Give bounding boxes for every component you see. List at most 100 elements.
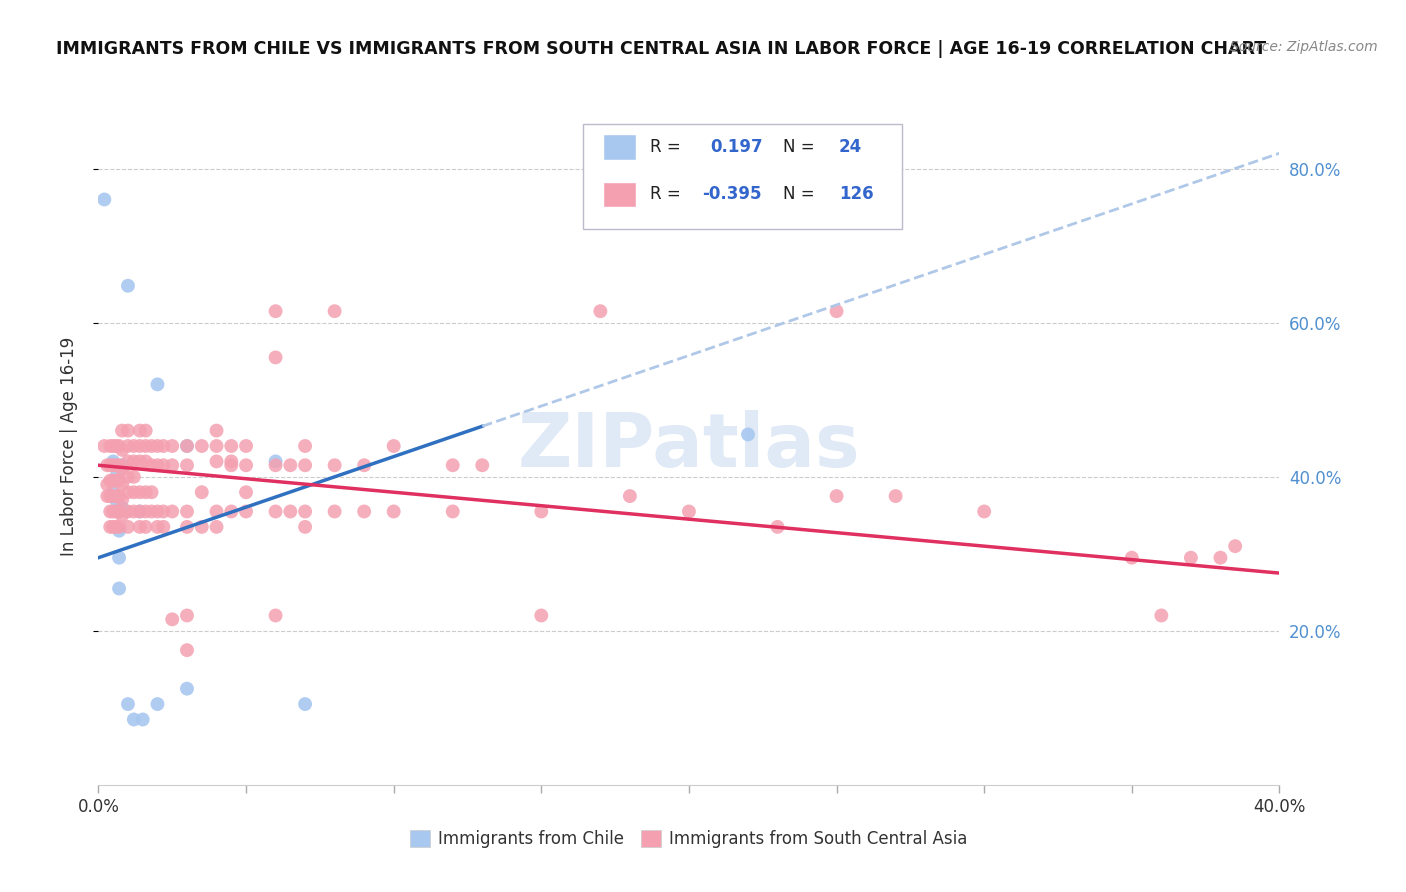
Point (105, 504, 128, 518)
Point (737, 427, 759, 442)
Point (135, 504, 157, 518)
Point (221, 454, 243, 468)
Point (117, 504, 139, 518)
Point (122, 485, 145, 500)
Point (323, 458, 346, 473)
Point (117, 454, 139, 468)
Point (141, 439, 163, 453)
Point (294, 520, 316, 534)
Point (152, 458, 174, 473)
Point (884, 489, 907, 503)
Point (128, 520, 150, 534)
Point (96, 477, 118, 491)
Point (111, 462, 134, 476)
Point (96, 489, 118, 503)
Text: R =: R = (650, 186, 681, 203)
Point (111, 424, 134, 438)
Text: IMMIGRANTS FROM CHILE VS IMMIGRANTS FROM SOUTH CENTRAL ASIA IN LABOR FORCE | AGE: IMMIGRANTS FROM CHILE VS IMMIGRANTS FROM… (56, 40, 1267, 58)
Point (105, 489, 128, 503)
Point (146, 377, 169, 392)
Point (825, 489, 848, 503)
Point (766, 520, 789, 534)
Point (117, 470, 139, 484)
Point (122, 504, 145, 518)
FancyBboxPatch shape (603, 182, 636, 207)
Point (264, 454, 287, 468)
Point (122, 454, 145, 468)
Point (146, 520, 169, 534)
Point (382, 504, 405, 518)
Point (191, 520, 214, 534)
Point (353, 458, 375, 473)
Point (221, 458, 243, 473)
Point (235, 458, 257, 473)
Point (1180, 550, 1202, 565)
Point (1209, 550, 1232, 565)
Point (235, 485, 257, 500)
Point (108, 474, 131, 488)
Point (176, 643, 198, 657)
Point (117, 485, 139, 500)
Text: -0.395: -0.395 (702, 186, 762, 203)
Point (128, 439, 150, 453)
Point (93, 439, 115, 453)
Point (111, 442, 134, 457)
Point (98, 489, 121, 503)
Text: 126: 126 (839, 186, 873, 203)
Point (146, 697, 169, 711)
Point (152, 439, 174, 453)
Point (205, 520, 228, 534)
Point (105, 492, 128, 507)
Point (103, 454, 125, 468)
Point (678, 504, 700, 518)
FancyBboxPatch shape (603, 134, 636, 160)
Point (294, 504, 316, 518)
Point (111, 508, 134, 523)
Point (235, 504, 257, 518)
Point (105, 458, 128, 473)
Point (128, 454, 150, 468)
Point (135, 424, 157, 438)
Point (122, 470, 145, 484)
Point (122, 439, 145, 453)
Point (146, 504, 169, 518)
Point (825, 304, 848, 318)
Point (103, 489, 125, 503)
Point (176, 608, 198, 623)
Point (176, 439, 198, 453)
Point (264, 608, 287, 623)
Point (93, 193, 115, 207)
Point (162, 612, 183, 626)
Point (98, 439, 121, 453)
Point (103, 485, 125, 500)
Point (111, 458, 134, 473)
Point (530, 608, 553, 623)
Point (103, 474, 125, 488)
Point (323, 304, 346, 318)
Point (108, 504, 131, 518)
Point (264, 304, 287, 318)
Point (280, 504, 302, 518)
Point (117, 520, 139, 534)
Point (1150, 608, 1173, 623)
Point (128, 504, 150, 518)
Point (96, 458, 118, 473)
Y-axis label: In Labor Force | Age 16-19: In Labor Force | Age 16-19 (59, 336, 77, 556)
Point (619, 489, 641, 503)
Text: 24: 24 (839, 138, 862, 156)
Point (205, 424, 228, 438)
Point (162, 504, 183, 518)
Point (103, 504, 125, 518)
Point (205, 439, 228, 453)
Point (176, 439, 198, 453)
Point (176, 458, 198, 473)
Point (235, 439, 257, 453)
Point (176, 681, 198, 696)
Point (108, 489, 131, 503)
Point (128, 485, 150, 500)
Point (128, 424, 150, 438)
Point (98, 504, 121, 518)
Point (973, 504, 995, 518)
Point (176, 504, 198, 518)
Point (108, 550, 131, 565)
